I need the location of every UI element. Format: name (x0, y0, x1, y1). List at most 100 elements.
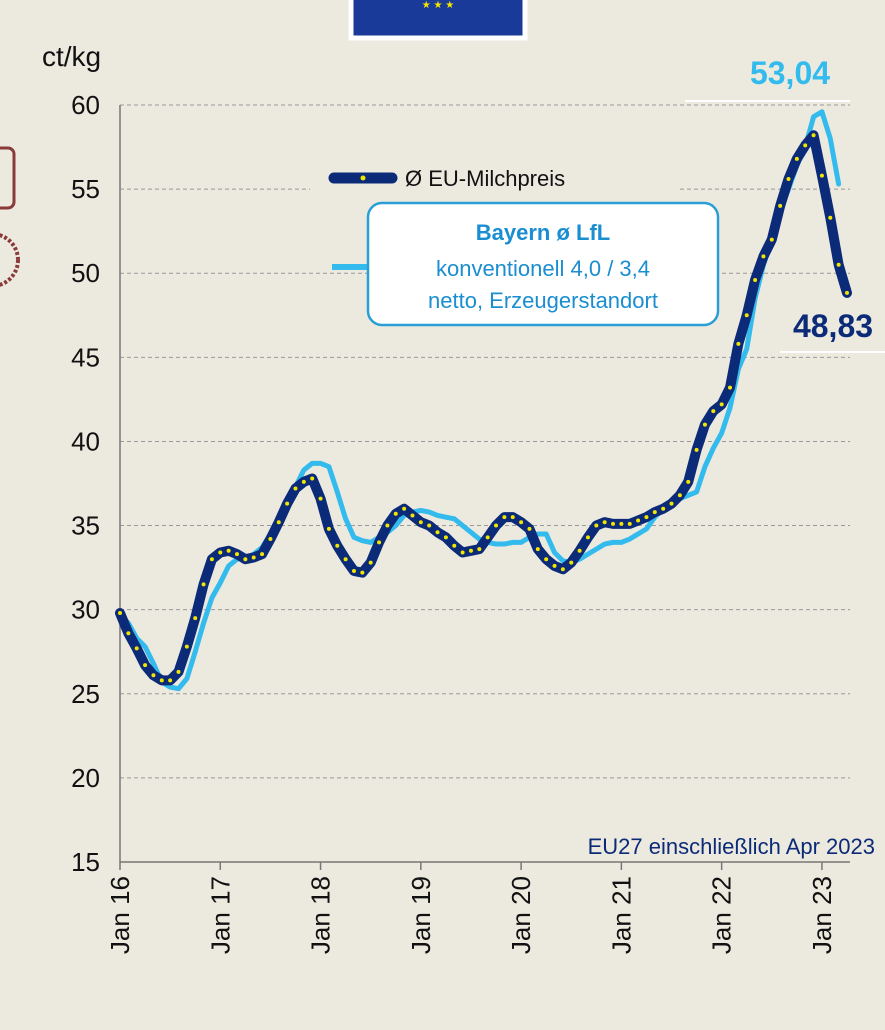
data-point (761, 254, 766, 259)
y-tick-label: 60 (71, 90, 100, 120)
data-point (636, 518, 641, 523)
data-point (151, 673, 156, 678)
y-tick-label: 40 (71, 426, 100, 456)
data-point (226, 548, 231, 553)
data-point (677, 493, 682, 498)
data-point (310, 476, 315, 481)
data-point (318, 496, 323, 501)
data-point (535, 547, 540, 552)
data-point (552, 563, 557, 568)
data-point (836, 262, 841, 267)
data-point (485, 535, 490, 540)
flag-stars: ★ ★ ★ (422, 0, 454, 11)
data-point (544, 557, 549, 562)
data-point (193, 616, 198, 621)
data-point (702, 422, 707, 427)
data-point (134, 646, 139, 651)
data-point (753, 277, 758, 282)
data-point (260, 552, 265, 557)
data-point (845, 290, 849, 295)
legend-marker (360, 175, 366, 181)
data-point (510, 515, 515, 520)
data-point (644, 515, 649, 520)
data-point (276, 520, 281, 525)
data-point (285, 501, 290, 506)
decoration (0, 233, 20, 287)
series-line (115, 130, 852, 686)
data-point (819, 173, 824, 178)
x-tick-label: Jan 17 (205, 876, 235, 954)
data-point (209, 557, 214, 562)
data-point (502, 515, 507, 520)
data-point (736, 341, 741, 346)
data-point (619, 521, 624, 526)
data-point (719, 402, 724, 407)
data-point (243, 557, 248, 562)
data-point (786, 177, 791, 182)
x-tick-label: Jan 23 (807, 876, 837, 954)
data-point (301, 479, 306, 484)
data-point (652, 510, 657, 515)
data-point (460, 550, 465, 555)
data-point (477, 547, 482, 552)
data-point (418, 520, 423, 525)
data-point (326, 526, 331, 531)
data-point (744, 313, 749, 318)
data-point (778, 203, 783, 208)
y-tick-label: 45 (71, 342, 100, 372)
data-point (585, 535, 590, 540)
x-tick-label: Jan 19 (406, 876, 436, 954)
data-point (360, 570, 365, 575)
data-point (251, 555, 256, 560)
data-point (577, 548, 582, 553)
annotation: 48,83 (793, 308, 873, 344)
data-point (293, 486, 298, 491)
y-tick-label: 20 (71, 763, 100, 793)
data-point (435, 530, 440, 535)
data-point (176, 669, 181, 674)
data-point (494, 523, 499, 528)
data-point (118, 611, 122, 616)
data-point (569, 560, 574, 565)
legend-label: Bayern ø LfL (476, 220, 610, 245)
x-tick-label: Jan 22 (707, 876, 737, 954)
data-point (343, 557, 348, 562)
data-point (168, 678, 173, 683)
data-point (126, 631, 131, 636)
legend-note: konventionell 4,0 / 3,4 (436, 256, 650, 281)
data-point (385, 523, 390, 528)
y-tick-label: 15 (71, 847, 100, 877)
data-point (234, 552, 239, 557)
data-point (594, 523, 599, 528)
data-point (335, 543, 340, 548)
data-point (351, 568, 356, 573)
data-point (268, 537, 273, 542)
data-point (377, 540, 382, 545)
note: EU27 einschließlich Apr 2023 (588, 834, 875, 859)
data-point (410, 513, 415, 518)
y-tick-label: 25 (71, 679, 100, 709)
data-point (184, 644, 189, 649)
data-point (468, 548, 473, 553)
data-point (519, 520, 524, 525)
data-point (402, 506, 407, 511)
data-point (828, 215, 833, 220)
data-point (803, 143, 808, 148)
data-point (143, 663, 148, 668)
y-tick-label: 30 (71, 595, 100, 625)
data-point (728, 385, 733, 390)
data-point (627, 521, 632, 526)
decoration (0, 146, 16, 210)
y-tick-label: 35 (71, 511, 100, 541)
data-point (218, 550, 223, 555)
legend-label: Ø EU-Milchpreis (405, 166, 565, 191)
data-point (201, 582, 206, 587)
x-tick-label: Jan 16 (105, 876, 135, 954)
data-point (427, 523, 432, 528)
data-point (443, 535, 448, 540)
data-point (694, 447, 699, 452)
legend-box (366, 201, 720, 327)
data-point (669, 501, 674, 506)
